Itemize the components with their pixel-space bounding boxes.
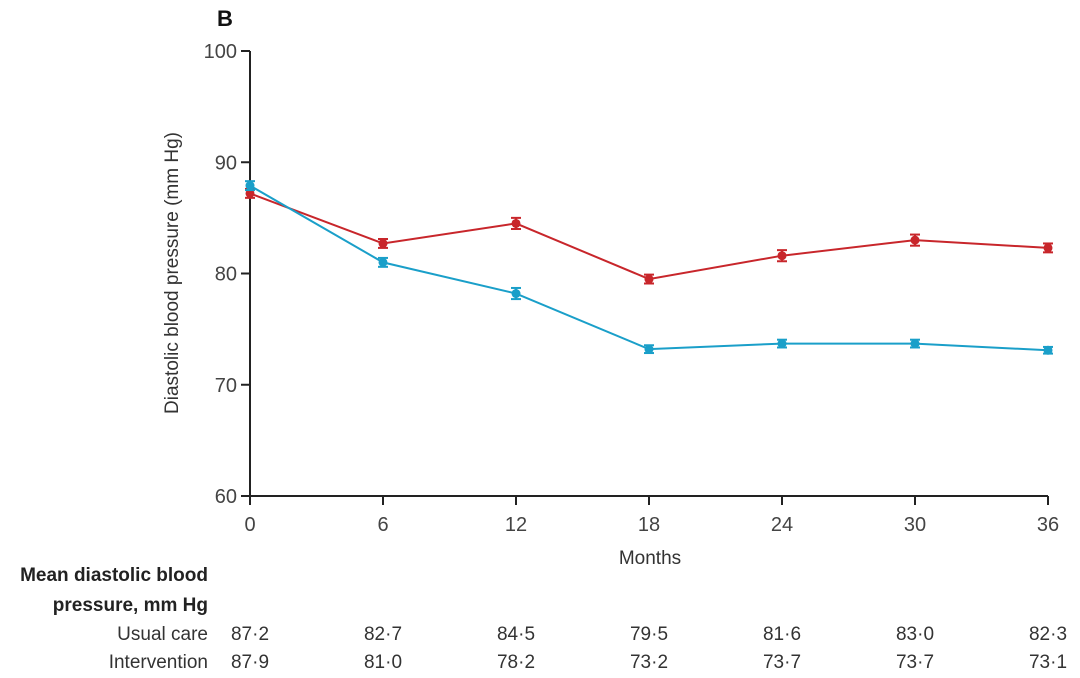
x-tick-label: 18 <box>638 514 660 536</box>
y-tick-label: 80 <box>215 264 237 286</box>
y-tick-label: 60 <box>215 486 237 508</box>
table-cell: 81·0 <box>364 652 402 673</box>
x-tick-label: 24 <box>771 514 793 536</box>
series-usual_care <box>245 187 1053 285</box>
y-axis-title: Diastolic blood pressure (mm Hg) <box>162 132 183 414</box>
table-row-label: Intervention <box>109 652 208 673</box>
data-point-intervention <box>511 289 521 299</box>
data-point-usual_care <box>511 218 521 228</box>
data-point-usual_care <box>378 238 388 248</box>
series-intervention <box>245 180 1053 355</box>
data-point-intervention <box>777 339 787 349</box>
data-point-intervention <box>910 339 920 349</box>
data-point-intervention <box>644 344 654 354</box>
table-cell: 83·0 <box>896 624 934 645</box>
data-point-usual_care <box>777 251 787 261</box>
x-axis-title: Months <box>619 548 681 569</box>
y-tick-label: 90 <box>215 152 237 174</box>
table-cell: 73·7 <box>896 652 934 673</box>
table-cell: 87·9 <box>231 652 269 673</box>
series-line-intervention <box>249 184 1049 352</box>
table-cell: 73·2 <box>630 652 668 673</box>
panel-label: B <box>217 6 233 31</box>
table-cell: 79·5 <box>630 624 668 645</box>
table-cell: 82·3 <box>1029 624 1067 645</box>
series-layer <box>245 180 1053 355</box>
table-title-line-2: pressure, mm Hg <box>53 595 208 616</box>
summary-table: Mean diastolic blood pressure, mm Hg Usu… <box>20 565 1067 673</box>
data-point-intervention <box>245 181 255 191</box>
chart-axes: 60 70 80 90 100 0 6 12 18 24 30 36 <box>204 41 1060 536</box>
data-point-usual_care <box>644 274 654 284</box>
table-row-label: Usual care <box>117 624 208 645</box>
x-tick-label: 30 <box>904 514 926 536</box>
x-tick-label: 6 <box>377 514 388 536</box>
y-tick-label: 100 <box>204 41 237 63</box>
table-cell: 78·2 <box>497 652 535 673</box>
x-tick-label: 12 <box>505 514 527 536</box>
table-cell: 73·1 <box>1029 652 1067 673</box>
y-tick-label: 70 <box>215 375 237 397</box>
data-point-usual_care <box>910 235 920 245</box>
data-point-usual_care <box>245 188 255 198</box>
x-tick-label: 0 <box>244 514 255 536</box>
table-cell: 81·6 <box>763 624 801 645</box>
data-point-intervention <box>378 257 388 267</box>
table-cell: 84·5 <box>497 624 535 645</box>
x-tick-label: 36 <box>1037 514 1059 536</box>
table-cell: 82·7 <box>364 624 402 645</box>
data-point-usual_care <box>1043 243 1053 253</box>
table-cell: 73·7 <box>763 652 801 673</box>
table-title-line-1: Mean diastolic blood <box>20 565 208 586</box>
data-point-intervention <box>1043 345 1053 355</box>
table-cell: 87·2 <box>231 624 269 645</box>
series-line-usual_care <box>249 192 1049 281</box>
